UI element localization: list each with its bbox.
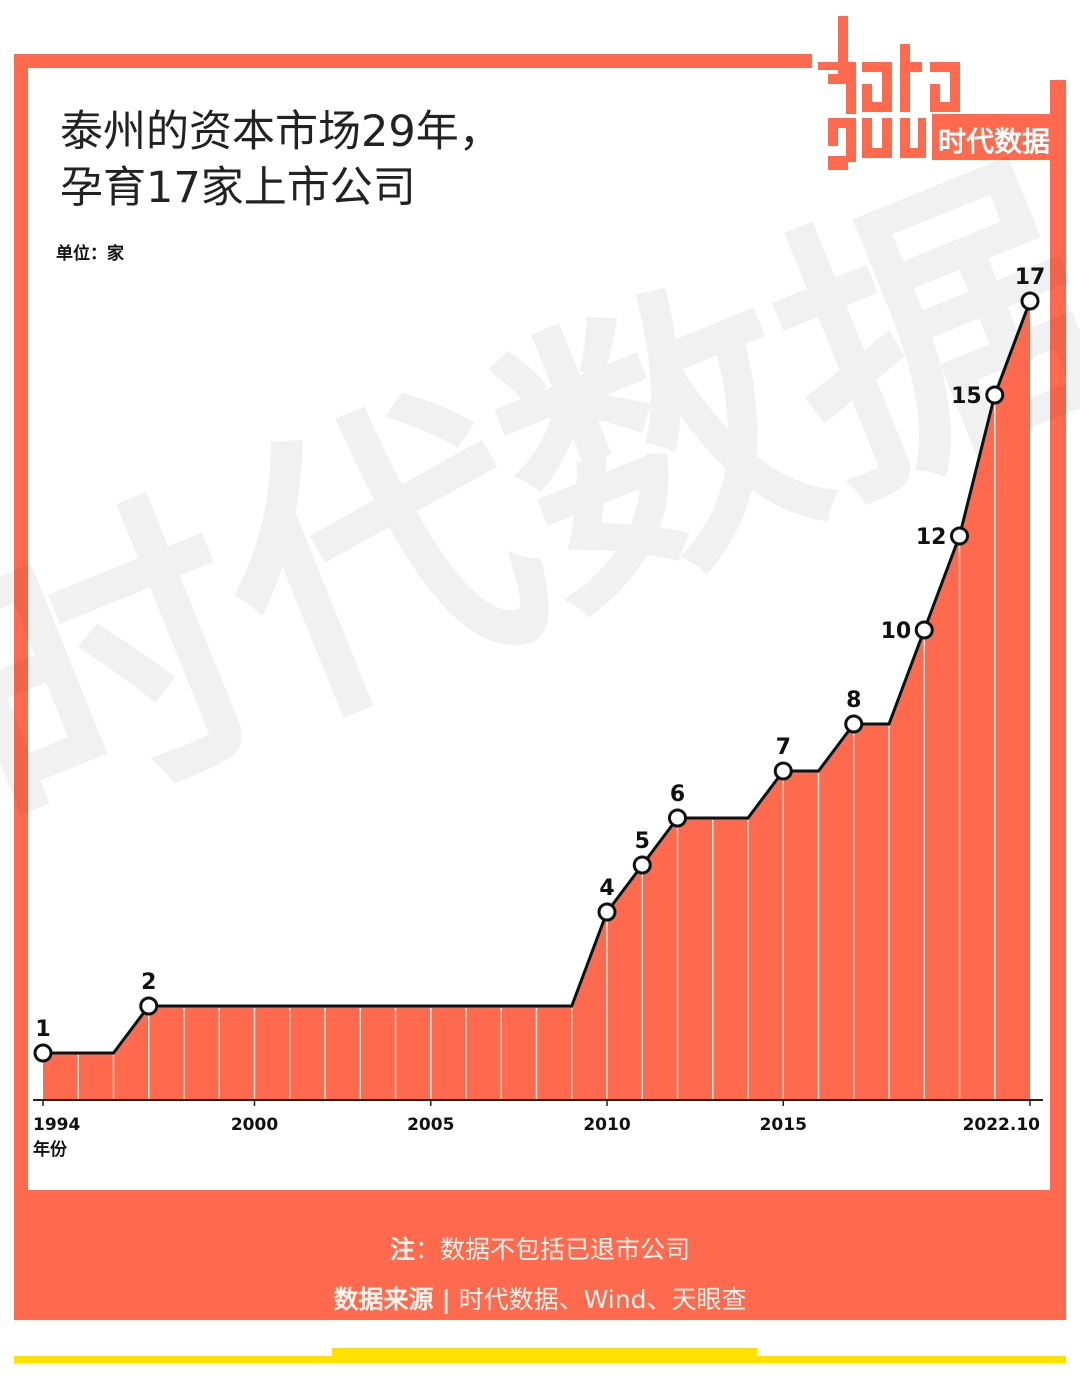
data-points	[33, 291, 1040, 1063]
trend-polyline	[43, 300, 1032, 1055]
footer-note: 注：数据不包括已退市公司	[14, 1230, 1066, 1266]
x-axis-title: 年份	[33, 1139, 68, 1160]
footer-source: 数据来源 | 时代数据、Wind、天眼查	[14, 1280, 1066, 1316]
data-label: 1	[35, 1017, 50, 1042]
data-point-marker	[139, 996, 159, 1016]
x-tick-label: 2015	[760, 1115, 807, 1135]
x-tick-label: 2000	[231, 1115, 278, 1135]
data-point-marker	[950, 526, 969, 546]
data-point-marker	[844, 714, 864, 734]
data-label: 12	[916, 525, 947, 550]
x-tick-label: 2010	[583, 1115, 630, 1135]
data-label: 5	[635, 829, 650, 854]
title-line-1: 泰州的资本市场29年，	[60, 107, 502, 157]
data-label: 4	[599, 876, 614, 901]
data-point-marker	[632, 855, 652, 875]
data-point-marker	[668, 808, 687, 828]
logo-backdrop	[812, 40, 1080, 80]
brand-logo: 时代数据	[818, 16, 1062, 172]
chart-title: 泰州的资本市场29年， 孕育17家上市公司	[60, 104, 502, 216]
title-line-2: 孕育17家上市公司	[60, 163, 416, 213]
note-separator: ：	[414, 1235, 440, 1264]
note-text: 数据不包括已退市公司	[440, 1235, 691, 1264]
x-tick-label: 2005	[407, 1115, 454, 1135]
data-point-marker	[773, 761, 793, 781]
footer: 注：数据不包括已退市公司 数据来源 | 时代数据、Wind、天眼查	[14, 1190, 1066, 1320]
data-point-marker	[985, 385, 1005, 405]
data-label: 15	[951, 384, 982, 409]
unit-label: 单位：家	[56, 244, 124, 264]
data-point-marker	[1020, 291, 1040, 311]
year-dividers	[77, 397, 996, 1100]
data-point-marker	[597, 902, 617, 922]
source-text: 时代数据、Wind、天眼查	[458, 1285, 747, 1314]
note-label: 注	[389, 1235, 415, 1264]
trend-line	[43, 300, 1032, 1055]
data-label: 2	[141, 970, 156, 995]
x-axis: 1994 2000 2005 2010 2015 2022.10	[33, 1099, 1043, 1135]
data-label: 7	[776, 735, 791, 760]
data-point-marker	[914, 620, 934, 640]
source-separator: |	[441, 1285, 451, 1314]
data-point-marker	[33, 1043, 53, 1063]
data-label: 10	[881, 619, 912, 644]
bottom-accent-tab	[332, 1348, 757, 1363]
x-tick-label: 1994	[33, 1115, 80, 1135]
x-tick-label: 2022.10	[963, 1115, 1041, 1135]
data-label: 8	[846, 688, 861, 713]
svg-text:时代数据: 时代数据	[938, 125, 1050, 158]
source-label: 数据来源	[333, 1285, 434, 1314]
data-label: 6	[670, 782, 685, 807]
data-label: 17	[1015, 265, 1046, 290]
